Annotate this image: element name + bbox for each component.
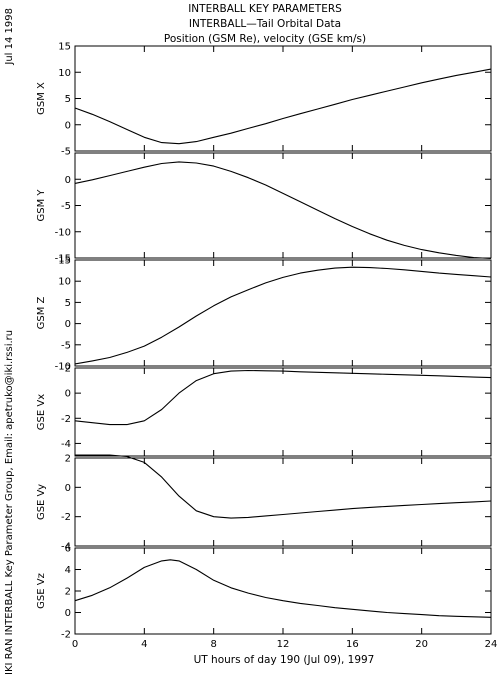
x-axis-label: UT hours of day 190 (Jul 09), 1997 bbox=[194, 654, 375, 666]
chart-title-line1: INTERBALL KEY PARAMETERS bbox=[188, 3, 342, 15]
credit-line: IKI RAN INTERBALL Key Parameter Group, E… bbox=[4, 330, 15, 675]
panel-frame bbox=[74, 457, 492, 547]
chart-panels: -5 0 5 10 15 GSM X -15 -10 -5 0 GSM Y -10 -5 0 5 10 15 GS… bbox=[36, 42, 497, 651]
y-tick-label: -5 bbox=[61, 147, 71, 158]
y-tick-label: 5 bbox=[65, 94, 71, 105]
series-line bbox=[74, 559, 492, 618]
y-axis-label: GSM X bbox=[36, 82, 47, 115]
y-tick-label: 2 bbox=[65, 587, 71, 598]
chart-title-line2: INTERBALL—Tail Orbital Data bbox=[189, 18, 341, 30]
y-tick-label: 0 bbox=[65, 483, 71, 494]
y-axis-label: GSM Y bbox=[36, 189, 47, 222]
x-tick-label: 8 bbox=[210, 639, 216, 650]
y-tick-label: 2 bbox=[65, 364, 71, 375]
y-tick-label: 10 bbox=[58, 68, 71, 79]
y-tick-label: 0 bbox=[65, 389, 71, 400]
y-tick-label: 0 bbox=[65, 175, 71, 186]
series-line bbox=[75, 454, 492, 519]
y-tick-label: -2 bbox=[61, 414, 71, 425]
panel-frame bbox=[74, 45, 492, 152]
y-tick-label: 10 bbox=[58, 277, 71, 288]
y-tick-label: 4 bbox=[65, 565, 71, 576]
y-tick-label: 2 bbox=[65, 454, 71, 465]
x-tick-label: 16 bbox=[346, 639, 359, 650]
x-tick-label: 24 bbox=[485, 639, 498, 650]
y-tick-label: -4 bbox=[61, 542, 71, 553]
y-tick-label: -2 bbox=[61, 512, 71, 523]
y-tick-label: 0 bbox=[65, 319, 71, 330]
series-line bbox=[74, 68, 492, 145]
y-axis-label: GSE Vx bbox=[36, 394, 47, 430]
panel-frame bbox=[74, 367, 492, 457]
y-axis-label: GSE Vz bbox=[36, 573, 47, 609]
chart-title-line3: Position (GSM Re), velocity (GSE km/s) bbox=[164, 33, 366, 45]
y-tick-label: -10 bbox=[55, 227, 71, 238]
x-tick-label: 20 bbox=[415, 639, 428, 650]
x-tick-label: 12 bbox=[277, 639, 290, 650]
y-axis-label: GSE Vy bbox=[36, 484, 47, 520]
y-tick-label: -15 bbox=[55, 254, 71, 265]
y-tick-label: -5 bbox=[61, 201, 71, 212]
y-tick-label: -10 bbox=[55, 362, 71, 373]
y-tick-label: 6 bbox=[65, 544, 71, 555]
y-axis-label: GSM Z bbox=[36, 296, 47, 329]
series-line bbox=[74, 369, 492, 426]
y-tick-label: 15 bbox=[58, 256, 71, 267]
panel-frame bbox=[74, 259, 492, 367]
y-tick-label: -4 bbox=[61, 439, 71, 450]
y-tick-label: -2 bbox=[61, 630, 71, 641]
series-line bbox=[74, 161, 492, 260]
y-tick-label: -5 bbox=[61, 340, 71, 351]
x-tick-label: 0 bbox=[72, 639, 78, 650]
y-tick-label: 0 bbox=[65, 120, 71, 131]
y-tick-label: 0 bbox=[65, 608, 71, 619]
generation-date: Jul 14 1998 bbox=[4, 8, 15, 66]
panel-frame bbox=[74, 547, 492, 635]
y-tick-label: 5 bbox=[65, 298, 71, 309]
x-tick-label: 4 bbox=[141, 639, 147, 650]
y-tick-label: 15 bbox=[58, 42, 71, 53]
series-line bbox=[74, 266, 492, 365]
